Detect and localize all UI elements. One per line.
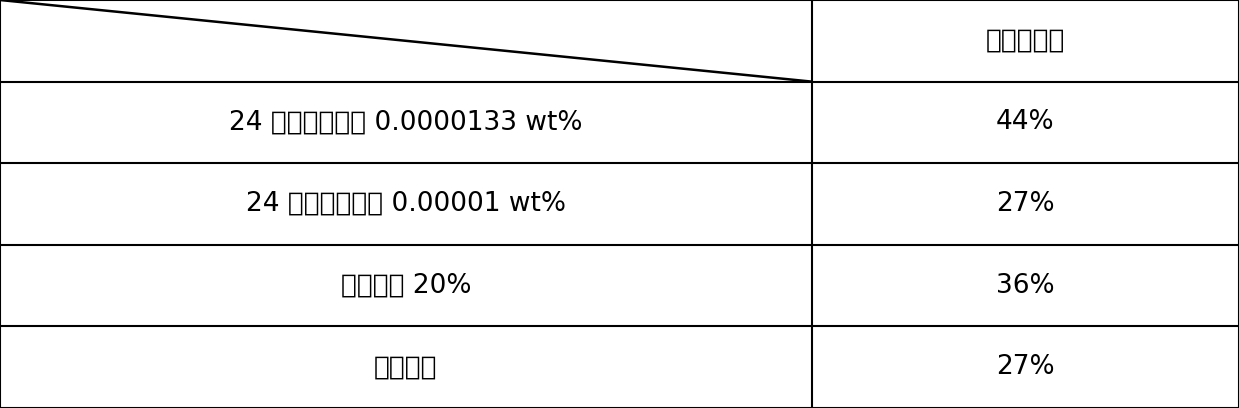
Text: 平均破眠率: 平均破眠率	[985, 28, 1066, 54]
Text: 44%: 44%	[996, 109, 1054, 135]
Text: 24 表芗莓素内酯 0.0000133 wt%: 24 表芗莓素内酯 0.0000133 wt%	[229, 109, 582, 135]
Text: 24 表芗莓素内酯 0.00001 wt%: 24 表芗莓素内酯 0.00001 wt%	[245, 191, 566, 217]
Text: 27%: 27%	[996, 191, 1054, 217]
Text: 硒酸镂馒 20%: 硒酸镂馒 20%	[341, 273, 471, 299]
Text: 27%: 27%	[996, 354, 1054, 380]
Text: 未处理组: 未处理组	[374, 354, 437, 380]
Text: 36%: 36%	[996, 273, 1054, 299]
